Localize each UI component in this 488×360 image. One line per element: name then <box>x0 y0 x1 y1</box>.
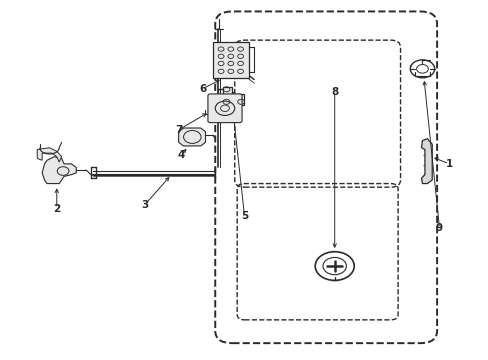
FancyBboxPatch shape <box>212 42 249 78</box>
Text: 4: 4 <box>177 150 184 160</box>
Text: 3: 3 <box>141 200 148 210</box>
Text: 8: 8 <box>330 87 338 97</box>
Polygon shape <box>37 148 61 162</box>
Text: 9: 9 <box>435 224 442 233</box>
Text: 6: 6 <box>199 84 206 94</box>
FancyBboxPatch shape <box>207 94 242 123</box>
Polygon shape <box>178 128 205 146</box>
Polygon shape <box>222 87 244 105</box>
Polygon shape <box>421 139 431 184</box>
Text: 5: 5 <box>241 211 247 221</box>
Text: 7: 7 <box>175 125 182 135</box>
Text: 1: 1 <box>445 159 452 169</box>
Text: 2: 2 <box>53 204 61 214</box>
Polygon shape <box>42 157 76 184</box>
